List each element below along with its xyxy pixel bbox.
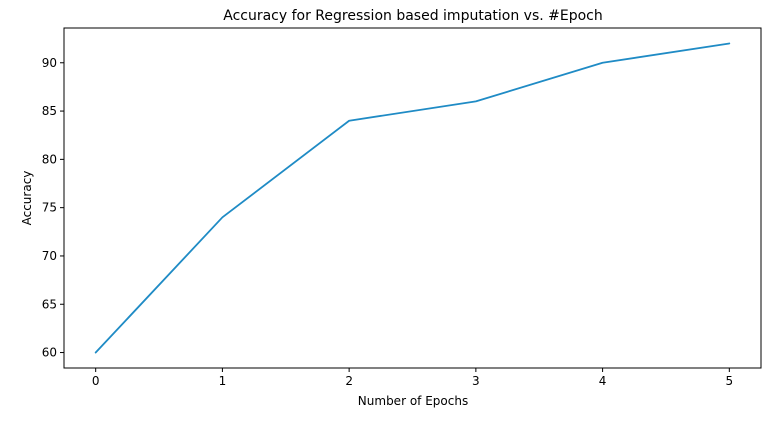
y-tick-label: 60: [42, 346, 57, 360]
x-axis-label: Number of Epochs: [358, 394, 468, 408]
x-tick-label: 2: [345, 374, 353, 388]
y-tick-label: 80: [42, 152, 57, 166]
x-tick-label: 1: [219, 374, 227, 388]
plot-frame: [64, 28, 761, 368]
x-tick-label: 4: [599, 374, 607, 388]
x-axis-ticks: 0 1 2 3 4 5: [92, 368, 733, 388]
x-tick-label: 0: [92, 374, 100, 388]
chart-title: Accuracy for Regression based imputation…: [223, 8, 603, 24]
y-tick-label: 90: [42, 56, 57, 70]
y-tick-label: 85: [42, 104, 57, 118]
y-tick-label: 70: [42, 249, 57, 263]
x-tick-label: 3: [472, 374, 480, 388]
x-tick-label: 5: [725, 374, 733, 388]
y-tick-label: 75: [42, 201, 57, 215]
y-axis-ticks: 60 65 70 75 80 85 90: [42, 56, 64, 360]
series-line: [96, 43, 730, 352]
y-axis-label: Accuracy: [20, 171, 34, 226]
y-tick-label: 65: [42, 297, 57, 311]
series-layer: [96, 43, 730, 352]
